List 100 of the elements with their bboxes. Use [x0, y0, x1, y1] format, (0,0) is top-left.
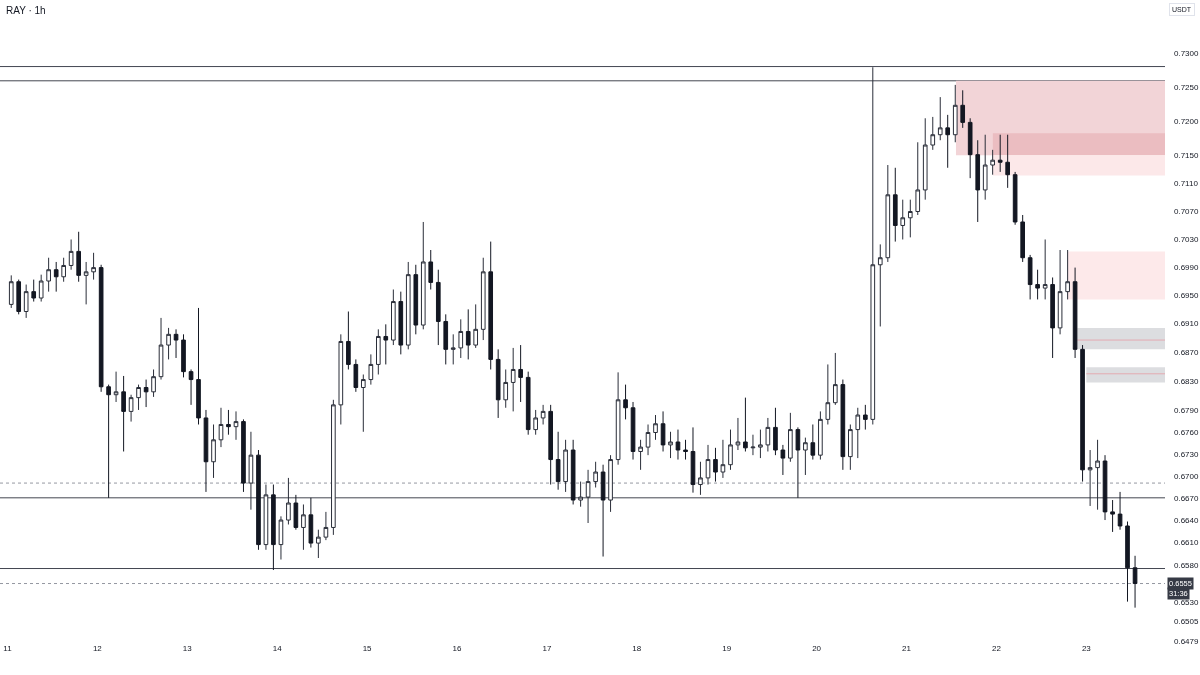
x-tick-label: 21: [902, 644, 912, 653]
candlestick: [368, 353, 374, 386]
candlestick: [952, 84, 958, 143]
candlestick: [675, 429, 681, 461]
candlestick: [510, 347, 516, 412]
candlestick: [533, 409, 538, 436]
candlestick: [143, 379, 149, 408]
x-tick-label: 20: [812, 644, 822, 653]
candlestick: [241, 418, 246, 493]
candlestick: [982, 134, 988, 201]
x-tick-label: 17: [542, 644, 552, 653]
candlestick: [53, 261, 59, 293]
y-tick-label: 0.7200: [1174, 116, 1200, 126]
x-tick-label: 18: [632, 644, 642, 653]
candlestick: [1035, 269, 1040, 300]
candlestick: [458, 318, 464, 359]
candlestick: [271, 484, 276, 571]
candlestick: [443, 313, 449, 365]
candlestick: [540, 404, 546, 425]
candlestick: [308, 497, 314, 549]
candlestick: [61, 257, 66, 283]
candlestick: [503, 368, 509, 409]
x-tick-label: 23: [1081, 644, 1092, 653]
candlestick: [623, 384, 628, 420]
candlestick: [750, 434, 756, 456]
candlestick: [915, 141, 921, 216]
y-tick-label: 0.6505: [1174, 617, 1200, 627]
candlestick: [780, 444, 786, 476]
candlestick: [338, 333, 344, 425]
candlestick: [106, 384, 111, 499]
y-tick-label: 0.6610: [1174, 538, 1200, 548]
candlestick: [900, 199, 906, 240]
candlestick: [825, 363, 831, 425]
candlestick: [16, 279, 22, 315]
candlestick: [211, 423, 216, 479]
candlestick: [668, 431, 673, 459]
y-tick-label: 0.7300: [1174, 48, 1200, 58]
candlestick: [885, 164, 891, 263]
x-tick-label: 19: [722, 644, 732, 653]
candlestick: [720, 439, 726, 479]
x-tick-label: 16: [452, 644, 462, 653]
x-tick-label: 11: [3, 644, 13, 653]
candlestick: [735, 417, 741, 451]
y-tick-label: 0.6700: [1174, 471, 1200, 481]
candlestick: [803, 437, 808, 476]
candlestick: [158, 317, 164, 381]
candlestick: [975, 139, 981, 223]
candlestick: [31, 279, 37, 303]
candlestick: [922, 117, 928, 201]
x-tick-label: 15: [362, 644, 373, 653]
candlestick: [346, 311, 351, 370]
y-tick-label: 0.6870: [1174, 348, 1200, 358]
candlestick: [563, 439, 568, 493]
candlestick: [83, 261, 89, 305]
candlestick: [615, 371, 621, 466]
candlestick: [128, 394, 134, 423]
candlestick: [1020, 214, 1026, 263]
y-tick-label: 0.6479: [1174, 636, 1200, 646]
y-tick-label: 0.6830: [1174, 376, 1200, 386]
candlestick: [256, 449, 261, 551]
candlestick: [937, 96, 943, 141]
candlestick: [555, 431, 561, 491]
y-tick-label: 0.7250: [1174, 82, 1200, 92]
candlestick: [1005, 134, 1010, 189]
y-tick-label: 0.6790: [1174, 405, 1200, 415]
candlestick: [877, 243, 883, 327]
candlestick: [713, 447, 718, 483]
candlestick: [263, 484, 269, 551]
candlestick: [203, 409, 209, 493]
candlestick: [23, 284, 29, 319]
candlestick: [870, 66, 876, 425]
y-tick-label: 0.6640: [1174, 515, 1200, 525]
candlestick: [1042, 238, 1048, 300]
candlestick: [1087, 449, 1093, 507]
candlestick: [286, 477, 291, 525]
candlestick: [683, 439, 688, 461]
candlestick: [435, 269, 441, 346]
candlestick: [960, 89, 966, 129]
candlestick: [570, 439, 576, 505]
candlestick: [795, 426, 801, 499]
candlestick: [450, 333, 456, 365]
y-tick-label: 0.6990: [1174, 262, 1200, 272]
candlestick: [331, 399, 336, 536]
candlestick: [398, 291, 404, 355]
candlestick: [196, 307, 201, 425]
candlestick: [728, 429, 733, 471]
y-tick-label: 0.6910: [1174, 319, 1200, 329]
candlestick: [660, 410, 666, 452]
candlestick: [525, 371, 531, 436]
candlestick: [1080, 344, 1085, 483]
candlestick: [1057, 249, 1063, 335]
candlestick: [848, 423, 853, 471]
y-tick-label: 0.6530: [1174, 598, 1200, 608]
candlestick: [480, 257, 486, 341]
y-tick-label: 0.6670: [1174, 493, 1200, 503]
candlestick: [1132, 555, 1138, 609]
candlestick: [465, 308, 471, 360]
candlestick: [1095, 439, 1100, 511]
candlestick: [68, 238, 74, 271]
candlestick: [832, 352, 838, 406]
